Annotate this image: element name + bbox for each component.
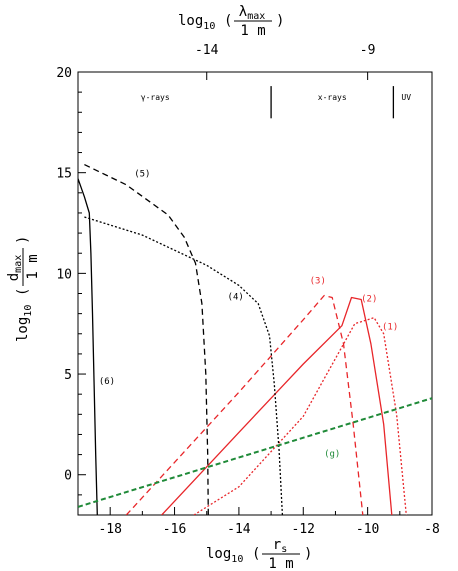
svg-text:(: (	[252, 546, 260, 562]
axis-label-prefix: log10	[206, 546, 243, 565]
svg-text:): )	[304, 546, 312, 562]
svg-text:(: (	[15, 288, 31, 296]
y-axis-label: log10 ( dmax 1 m)	[6, 236, 41, 342]
x-tick-label: -16	[163, 522, 186, 537]
axis-label-denominator: 1 m	[268, 556, 293, 571]
axis-label-denominator: 1 m	[240, 23, 265, 39]
x-tick-label: -12	[292, 522, 315, 537]
series-line	[125, 294, 364, 515]
plot-frame	[77, 71, 433, 516]
axis-label-numerator: rs	[273, 537, 287, 555]
series-label: (5)	[134, 170, 150, 180]
y-tick-label: 5	[64, 368, 72, 383]
series-line	[78, 397, 432, 508]
y-tick-label: 10	[56, 267, 72, 282]
series-line	[78, 178, 98, 515]
y-tick-label: 0	[64, 469, 72, 484]
band-label: γ-rays	[141, 93, 170, 102]
y-tick-label: 15	[56, 167, 72, 182]
x-tick-label: -18	[98, 522, 121, 537]
series-line	[84, 164, 209, 515]
plot-area: -18 -16 -14 -12 -10 -8 0 5 10 15 20 -14 -9 γ-rays x-ra…	[56, 43, 439, 537]
top-tick-label: -9	[360, 43, 376, 58]
svg-text:(: (	[224, 13, 232, 29]
band-label: x-rays	[318, 93, 347, 102]
svg-text:): )	[276, 13, 284, 29]
svg-text:): )	[15, 236, 31, 244]
top-tick-label: -14	[195, 43, 219, 58]
series-line	[193, 317, 407, 515]
series-label: (6)	[99, 377, 115, 387]
series-label: (2)	[361, 295, 377, 305]
series-line	[161, 296, 393, 515]
x-tick-label: -14	[227, 522, 251, 537]
axis-label-prefix: log10	[178, 13, 215, 32]
x-axis-label: log10 ( rs1 m)	[206, 537, 312, 571]
series-label: (3)	[310, 276, 326, 286]
series-line	[84, 216, 284, 515]
series-label: (1)	[382, 323, 398, 333]
series-label: (4)	[228, 293, 244, 303]
axis-label-prefix: log10	[15, 305, 34, 342]
axis-label-numerator: dmax	[6, 255, 24, 282]
axis-label-denominator: 1 m	[25, 254, 41, 279]
y-tick-label: 20	[56, 66, 72, 81]
x-tick-label: -8	[424, 522, 440, 537]
series-label: (g)	[324, 450, 340, 460]
axis-label-numerator: λmax	[239, 4, 266, 22]
x-tick-label: -10	[356, 522, 379, 537]
band-label: UV	[401, 93, 411, 102]
